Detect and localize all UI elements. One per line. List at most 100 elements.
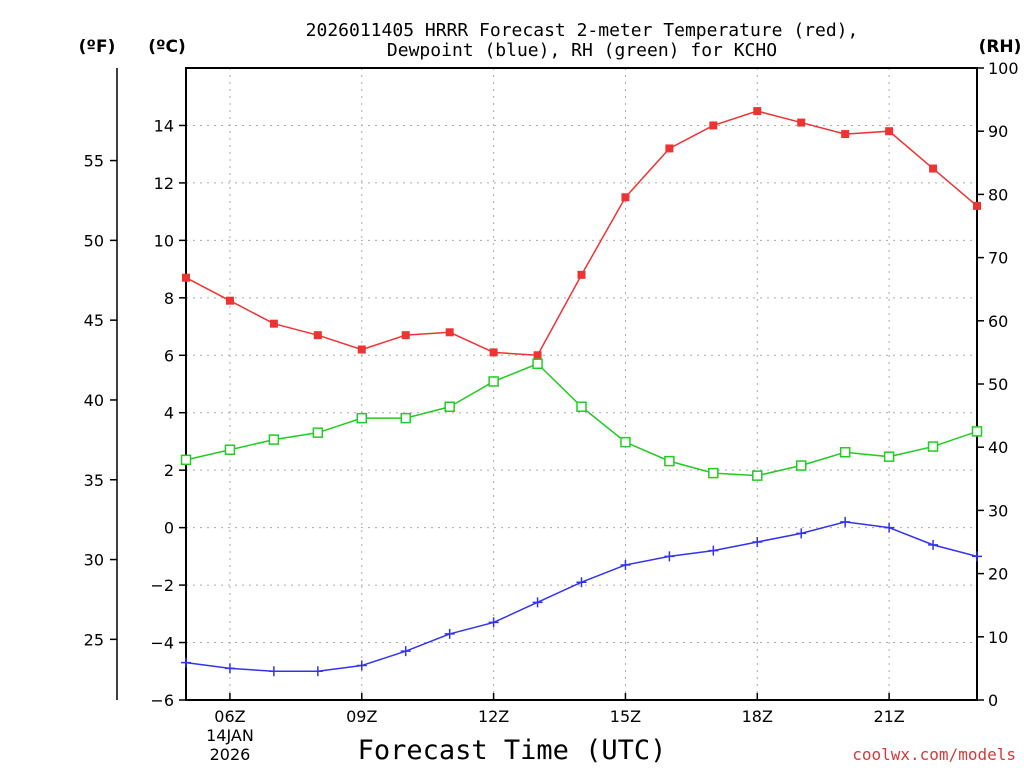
dewpoint-point xyxy=(356,660,367,671)
dewpoint-point xyxy=(444,628,455,639)
temperature-point xyxy=(577,270,586,279)
celsius-tick-label: 0 xyxy=(164,519,174,538)
rh-point xyxy=(620,436,631,448)
watermark-text: coolwx.com/models xyxy=(852,745,1016,764)
fahrenheit-tick-label: 45 xyxy=(84,311,104,330)
y-axis-label-rh: (RH) xyxy=(979,37,1022,57)
rh-point xyxy=(532,358,543,370)
rh-tick-label: 100 xyxy=(988,59,1019,78)
x-tick-label: 09Z xyxy=(346,707,377,726)
dewpoint-point xyxy=(796,528,807,539)
rh-tick-label: 20 xyxy=(988,565,1008,584)
dewpoint-point xyxy=(972,551,982,562)
dewpoint-point xyxy=(268,666,279,677)
rh-tick-label: 40 xyxy=(988,438,1008,457)
dewpoint-point xyxy=(532,597,543,608)
dewpoint-point xyxy=(620,559,631,570)
dewpoint-point xyxy=(708,545,719,556)
dewpoint-point xyxy=(884,522,895,533)
rh-tick-label: 50 xyxy=(988,375,1008,394)
celsius-axis: −6 −4 −2 0 2 4 6 8 10 12 14 xyxy=(150,116,186,710)
series-line-temperature xyxy=(185,110,978,357)
temperature-point xyxy=(269,319,278,328)
celsius-tick-label: 10 xyxy=(154,231,174,250)
temperature-point xyxy=(357,345,366,354)
rh-point xyxy=(576,401,587,413)
temperature-point xyxy=(885,127,894,136)
dewpoint-point xyxy=(664,551,675,562)
x-tick-label: 12Z xyxy=(478,707,509,726)
temperature-point xyxy=(445,328,454,337)
grid-lines xyxy=(186,68,977,700)
temperature-point xyxy=(665,144,674,153)
rh-tick-label: 0 xyxy=(988,691,998,710)
rh-point xyxy=(664,455,675,467)
temperature-point xyxy=(753,107,762,116)
x-tick-label: 21Z xyxy=(873,707,904,726)
rh-point xyxy=(444,401,455,413)
temperature-point xyxy=(797,118,806,127)
rh-point xyxy=(400,412,411,424)
x-tick-year-label: 2026 xyxy=(210,745,251,764)
rh-point xyxy=(268,434,280,445)
celsius-tick-label: 4 xyxy=(164,404,174,423)
dewpoint-point xyxy=(488,617,499,628)
rh-tick-label: 80 xyxy=(988,185,1008,204)
rh-tick-label: 90 xyxy=(988,122,1008,141)
celsius-tick-label: 14 xyxy=(154,116,174,135)
series-line-dewpoint xyxy=(185,521,978,673)
y-axis-label-fahrenheit: (ºF) xyxy=(79,37,116,57)
series-line-rh xyxy=(185,362,978,477)
rh-tick-label: 10 xyxy=(988,628,1008,647)
x-tick-label: 06Z xyxy=(214,707,245,726)
celsius-tick-label: 8 xyxy=(164,289,174,308)
celsius-tick-label: −6 xyxy=(150,691,174,710)
dewpoint-point xyxy=(312,666,323,677)
chart-title-line2: Dewpoint (blue), RH (green) for KCHO xyxy=(387,40,777,61)
temperature-point xyxy=(533,351,542,360)
rh-point xyxy=(356,412,368,424)
fahrenheit-tick-label: 50 xyxy=(84,231,104,250)
rh-point xyxy=(180,454,192,466)
dewpoint-point xyxy=(181,657,191,668)
x-tick-label: 18Z xyxy=(742,707,773,726)
rh-point xyxy=(752,470,763,481)
series-temperature xyxy=(182,107,981,360)
plot-frame xyxy=(185,67,978,701)
temperature-point xyxy=(225,296,234,305)
dewpoint-point xyxy=(400,646,411,657)
rh-point xyxy=(883,451,895,462)
dewpoint-point xyxy=(752,537,763,547)
rh-point xyxy=(708,467,719,479)
rh-tick-label: 30 xyxy=(988,501,1008,520)
temperature-point xyxy=(709,121,718,130)
temperature-point xyxy=(973,201,981,210)
rh-point xyxy=(312,427,324,438)
rh-axis: 0 10 20 30 40 50 60 70 80 90 100 xyxy=(977,59,1019,710)
temperature-point xyxy=(401,331,410,340)
celsius-tick-label: 12 xyxy=(154,174,174,193)
rh-point xyxy=(927,441,939,452)
temperature-point xyxy=(313,331,322,340)
series-dewpoint xyxy=(181,516,982,677)
fahrenheit-tick-label: 40 xyxy=(84,391,104,410)
dewpoint-point xyxy=(840,516,851,527)
fahrenheit-axis: 25 30 35 40 45 50 55 xyxy=(84,152,117,649)
temperature-point xyxy=(489,348,498,357)
fahrenheit-tick-label: 55 xyxy=(84,152,104,171)
rh-point xyxy=(488,376,499,387)
x-tick-label: 15Z xyxy=(610,707,641,726)
dewpoint-point xyxy=(224,663,235,674)
rh-tick-label: 60 xyxy=(988,312,1008,331)
rh-point xyxy=(795,460,807,471)
x-tick-date-label: 14JAN xyxy=(206,726,254,745)
x-axis-label: Forecast Time (UTC) xyxy=(358,735,667,766)
temperature-point xyxy=(929,164,938,173)
temperature-point xyxy=(621,193,630,202)
fahrenheit-tick-label: 30 xyxy=(84,551,104,570)
rh-tick-label: 70 xyxy=(988,249,1008,268)
celsius-tick-label: −2 xyxy=(150,576,174,595)
temperature-point xyxy=(182,273,190,282)
